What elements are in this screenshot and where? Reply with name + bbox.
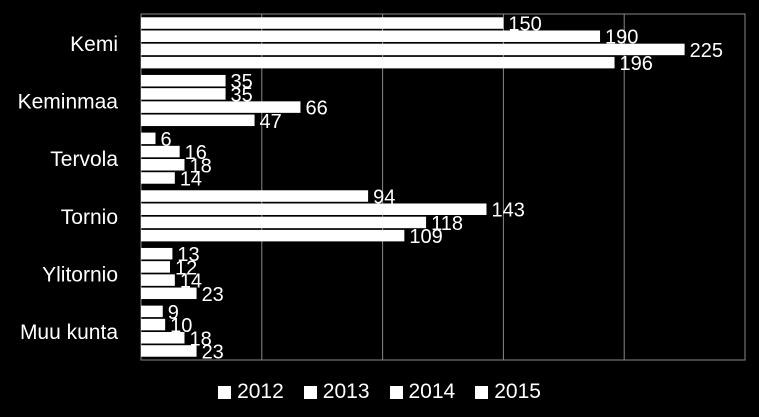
category-label: Keminmaa	[18, 91, 119, 114]
category-label: Muu kunta	[20, 321, 118, 344]
legend-item: 2013	[303, 380, 370, 404]
bar	[141, 229, 405, 242]
data-labels: 1501902251963535664761618149414311810913…	[160, 14, 722, 364]
bar	[141, 247, 173, 260]
data-label: 18	[189, 328, 211, 350]
legend-item: 2012	[218, 380, 284, 404]
data-label: 196	[620, 53, 653, 75]
bar	[141, 56, 615, 69]
legend-swatch	[389, 385, 403, 399]
plot-border	[140, 13, 746, 361]
bar	[141, 172, 175, 184]
data-label: 23	[202, 341, 224, 363]
data-label: 14	[180, 168, 202, 190]
bar	[141, 101, 301, 113]
data-label: 109	[409, 226, 442, 248]
chart: 1501902251963535664761618149414311810913…	[18, 13, 746, 364]
legend-swatch	[475, 385, 489, 399]
data-label: 150	[508, 14, 541, 36]
category-label: Tervola	[50, 148, 118, 171]
bar	[141, 274, 175, 286]
data-label: 12	[175, 257, 197, 279]
data-label: 66	[305, 98, 327, 120]
bar	[141, 216, 427, 229]
legend-label: 2015	[494, 380, 541, 403]
bar	[141, 345, 197, 357]
category-labels: Kemi Keminmaa Tervola Tornio Ylitornio Muu ku…	[18, 33, 119, 344]
grid-lines	[140, 13, 746, 361]
bars	[141, 17, 685, 357]
bar	[141, 203, 487, 215]
bar	[141, 305, 163, 318]
data-label: 143	[491, 200, 524, 222]
bar	[141, 30, 601, 42]
data-label: 23	[202, 284, 224, 306]
bar	[141, 132, 156, 145]
category-label: Kemi	[70, 33, 118, 56]
bar	[141, 145, 180, 158]
legend-swatch	[218, 385, 232, 399]
data-label: 16	[185, 142, 207, 164]
data-label: 35	[231, 84, 253, 106]
data-label: 190	[605, 27, 638, 49]
bar	[141, 43, 685, 56]
bar	[141, 88, 226, 100]
data-label: 13	[177, 244, 199, 266]
legend-label: 2012	[237, 380, 284, 403]
bar	[141, 261, 170, 273]
bar	[141, 318, 166, 331]
data-label: 10	[170, 315, 192, 337]
legend-label: 2013	[322, 380, 370, 403]
data-label: 94	[373, 187, 395, 209]
bar	[141, 287, 197, 300]
data-label: 118	[431, 213, 463, 235]
legend: 2012 2013 2014 2015	[0, 378, 759, 406]
legend-item: 2014	[389, 380, 456, 404]
legend-label: 2014	[408, 380, 456, 403]
bar	[141, 74, 226, 87]
bar	[141, 332, 185, 344]
data-label: 9	[168, 302, 179, 324]
bar	[141, 114, 255, 127]
data-label: 225	[690, 40, 723, 62]
bar	[141, 190, 369, 202]
category-label: Ylitornio	[42, 264, 118, 287]
data-label: 35	[231, 71, 253, 93]
category-label: Tornio	[61, 206, 118, 229]
data-label: 18	[189, 155, 211, 177]
data-label: 6	[160, 129, 171, 151]
data-label: 14	[180, 271, 202, 293]
bar	[141, 17, 504, 29]
bar	[141, 159, 185, 171]
data-label: 47	[260, 111, 282, 133]
legend-swatch	[303, 385, 317, 399]
legend-item: 2015	[475, 380, 541, 404]
